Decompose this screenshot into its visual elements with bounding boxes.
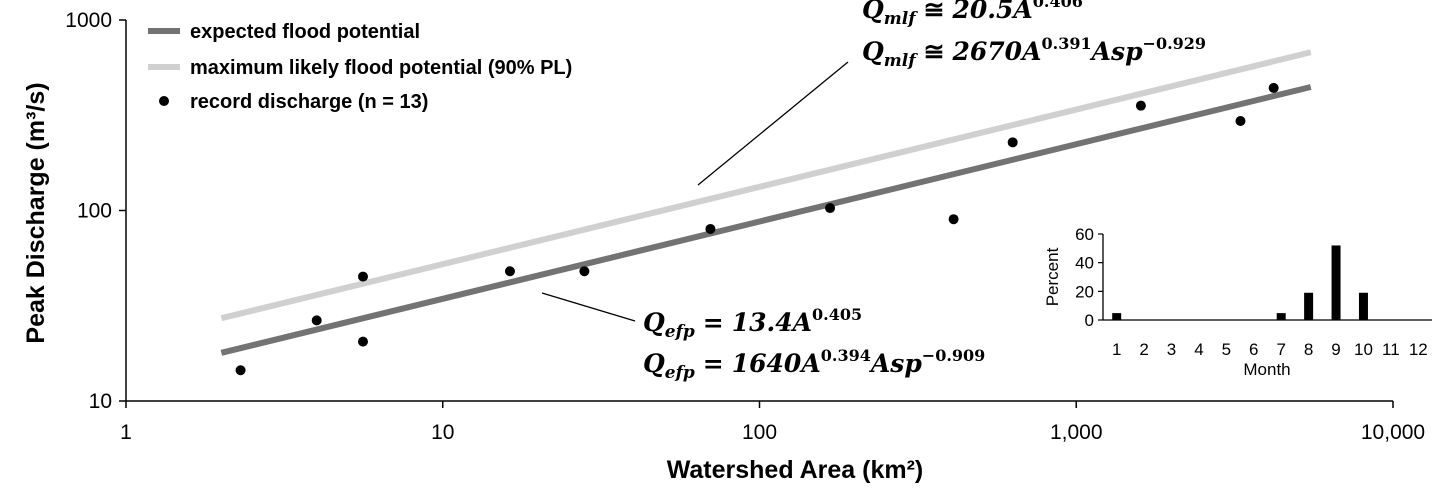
y-tick-label: 1000 — [65, 9, 112, 32]
inset-x-tick-label: 2 — [1139, 340, 1148, 359]
inset-bar — [1358, 292, 1368, 320]
x-tick-label: 10,000 — [1361, 421, 1425, 444]
inset-x-tick-label: 4 — [1194, 340, 1203, 359]
eq-sub: mlf — [884, 51, 918, 71]
equation-efp-1: Qefp = 13.4A0.405 — [643, 305, 862, 342]
eq-rel: = — [703, 349, 724, 378]
eq-rhs: 20.5A — [952, 0, 1033, 24]
x-tick-label: 1 — [120, 421, 132, 444]
eq-sub: efp — [665, 363, 695, 383]
inset-x-tick-label: 12 — [1409, 340, 1428, 359]
inset-x-axis-label: Month — [1243, 360, 1290, 379]
eq-lhs: Q — [862, 0, 884, 24]
eq-rhs: 1640A — [732, 349, 821, 378]
legend-label-record: record discharge (n = 13) — [190, 91, 428, 113]
eq-lhs: Q — [643, 308, 665, 337]
record-discharge-point — [357, 271, 368, 282]
y-tick-label: 100 — [77, 200, 112, 223]
record-discharge-point — [1268, 82, 1279, 93]
eq-tail: Asp — [869, 349, 922, 378]
record-discharge-point — [705, 223, 716, 234]
inset-x-tick-label: 8 — [1304, 340, 1313, 359]
eq-sup: 0.391 — [1041, 34, 1091, 53]
eq-sup: 0.394 — [821, 346, 871, 365]
efp-leader-line — [541, 292, 636, 322]
eq-lhs: Q — [862, 37, 884, 66]
inset-bar — [1304, 292, 1314, 320]
record-discharge-point — [579, 266, 590, 277]
inset-x-tick-label: 6 — [1249, 340, 1258, 359]
equation-efp-2: Qefp = 1640A0.394Asp−0.909 — [643, 346, 985, 383]
inset-y-tick-label: 40 — [1075, 254, 1094, 273]
equation-mlf-2: Qmlf ≅ 2670A0.391Asp−0.929 — [862, 34, 1206, 71]
x-tick-label: 1,000 — [1050, 421, 1103, 444]
eq-lhs: Q — [643, 349, 665, 378]
record-discharge-point — [948, 214, 959, 225]
record-discharge-point — [504, 266, 515, 277]
inset-y-tick-label: 60 — [1075, 225, 1094, 244]
inset-x-tick-label: 10 — [1354, 340, 1373, 359]
record-discharge-point — [1135, 100, 1146, 111]
inset-x-tick-label: 5 — [1222, 340, 1231, 359]
record-discharge-point — [235, 365, 246, 376]
eq-rel: ≅ — [924, 37, 945, 66]
inset-y-tick-label: 0 — [1085, 311, 1094, 330]
legend-swatch-record — [159, 96, 169, 106]
inset-bar — [1331, 245, 1341, 320]
inset-x-tick-label: 3 — [1167, 340, 1176, 359]
inset-x-tick-label: 9 — [1331, 340, 1340, 359]
eq-rhs: 2670A — [952, 37, 1042, 66]
inset-y-axis-label: Percent — [1043, 247, 1062, 306]
record-discharge-point — [825, 203, 836, 214]
record-discharge-point — [311, 315, 322, 326]
inset-y-tick-label: 20 — [1075, 282, 1094, 301]
series-layer — [220, 49, 1312, 376]
legend: expected flood potential maximum likely … — [148, 21, 572, 113]
eq-sub: mlf — [884, 9, 918, 29]
eq-rel: ≅ — [924, 0, 945, 24]
inset-bars — [1112, 245, 1368, 320]
eq-rhs: 13.4A — [732, 308, 812, 337]
record-discharge-point — [1235, 115, 1246, 126]
eq-tail: Asp — [1090, 37, 1143, 66]
record-discharge-point — [357, 336, 368, 347]
inset-bar — [1112, 313, 1122, 320]
x-tick-label: 10 — [431, 421, 454, 444]
legend-label-maximum: maximum likely flood potential (90% PL) — [190, 57, 572, 79]
eq-tail-sup: −0.929 — [1143, 34, 1207, 53]
equation-mlf-1: Qmlf ≅ 20.5A0.406 — [862, 0, 1083, 29]
eq-sup: 0.406 — [1033, 0, 1083, 11]
eq-sup: 0.405 — [812, 305, 862, 324]
y-tick-label: 10 — [89, 390, 112, 413]
maximum-flood-line — [220, 49, 1312, 322]
eq-tail-sup: −0.909 — [922, 346, 986, 365]
x-axis-label: Watershed Area (km²) — [667, 456, 924, 484]
mlf-leader-line — [697, 61, 849, 186]
equations: Qmlf ≅ 20.5A0.406 Qmlf ≅ 2670A0.391Asp−0.929… — [643, 0, 1206, 383]
record-discharge-point — [1007, 137, 1018, 148]
inset-bar — [1276, 313, 1286, 320]
legend-label-expected: expected flood potential — [190, 21, 420, 43]
inset-x-tick-label: 11 — [1382, 340, 1400, 359]
eq-rel: = — [703, 308, 724, 337]
inset-x-tick-label: 7 — [1276, 340, 1285, 359]
y-axis-label: Peak Discharge (m³/s) — [22, 82, 50, 343]
x-tick-label: 100 — [742, 421, 777, 444]
expected-flood-line — [220, 84, 1312, 356]
eq-sub: efp — [665, 322, 695, 342]
inset-x-tick-label: 1 — [1112, 340, 1121, 359]
